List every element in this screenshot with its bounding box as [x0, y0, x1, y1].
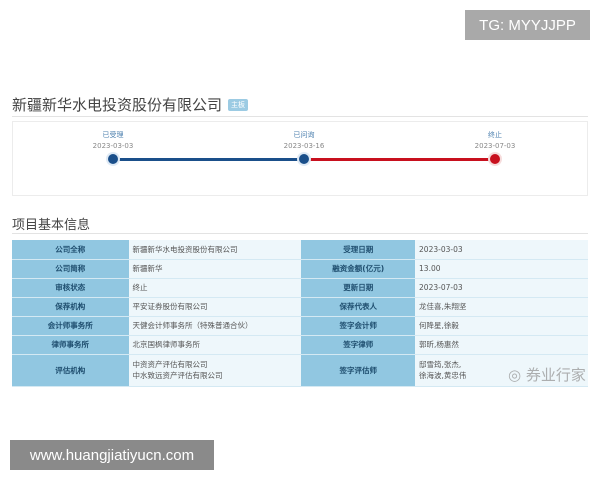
field-label: 保荐机构: [12, 297, 129, 317]
value-text: 13.00: [419, 264, 441, 273]
info-table: 公司全称 新疆新华水电投资股份有限公司 受理日期 2023-03-03 公司简称 新疆新华…: [12, 240, 588, 387]
label-text: 审核状态: [55, 283, 86, 292]
field-value: 邸雪筠,张杰, 徐海波,黄忠伟: [415, 354, 588, 387]
value-text: 何降星,徐毅: [419, 321, 459, 330]
value-text: 新疆新华水电投资股份有限公司: [132, 244, 238, 254]
field-label: 签字会计师: [301, 316, 416, 336]
table-row: 公司全称 新疆新华水电投资股份有限公司 受理日期 2023-03-03: [12, 240, 588, 260]
field-value: 中资资产评估有限公司中水致远资产评估有限公司: [128, 354, 302, 387]
timeline-segment-1: [113, 158, 304, 161]
status-timeline: 已受理 2023-03-03 已问询 2023-03-16 终止 2023-07-03: [12, 121, 588, 196]
label-text: 公司简称: [55, 264, 86, 273]
label-text: 签字律师: [343, 340, 374, 349]
field-label: 签字评估师: [301, 354, 416, 387]
field-label: 评估机构: [12, 354, 129, 387]
timeline-dot-1: [108, 154, 118, 164]
value-text: 终止: [132, 283, 148, 292]
value-text: 平安证券股份有限公司: [132, 302, 208, 311]
value-text: 新疆新华: [132, 264, 163, 273]
table-row: 会计师事务所 天健会计师事务所（特殊普通合伙） 签字会计师 何降星,徐毅: [12, 316, 588, 336]
value-text: 中水致远资产评估有限公司: [132, 371, 223, 380]
table-row: 律师事务所 北京国枫律师事务所 签字律师 郭昕,杨惠然: [12, 335, 588, 355]
field-value: 郭昕,杨惠然: [415, 335, 588, 355]
field-value: 新疆新华: [128, 259, 302, 279]
field-label: 融资金额(亿元): [301, 259, 416, 279]
value-text: 中资资产评估有限公司: [132, 360, 208, 369]
section-title: 项目基本信息: [12, 218, 91, 233]
timeline-step-2: 已问询 2023-03-16: [283, 131, 325, 150]
timeline-step-3: 终止 2023-07-03: [474, 131, 516, 150]
field-value: 2023-03-03: [415, 240, 588, 260]
timeline-dot-3: [490, 154, 500, 164]
label-text: 融资金额(亿元): [332, 264, 385, 273]
page-title: 新疆新华水电投资股份有限公司 主板: [12, 94, 249, 115]
field-value: 天健会计师事务所（特殊普通合伙）: [128, 316, 302, 336]
field-value: 新疆新华水电投资股份有限公司: [128, 240, 302, 260]
site-watermark: www.huangjiatiyucn.com: [10, 440, 214, 470]
board-badge: 主板: [228, 98, 249, 111]
field-value: 2023-07-03: [415, 278, 588, 298]
label-text: 律师事务所: [51, 340, 90, 349]
value-text: 徐海波,黄忠伟: [419, 371, 467, 380]
label-text: 更新日期: [343, 283, 374, 292]
value-text: 天健会计师事务所（特殊普通合伙）: [132, 321, 253, 330]
value-text: 郭昕,杨惠然: [419, 340, 459, 349]
label-text: 保荐机构: [55, 302, 86, 311]
value-text: 邸雪筠,张杰,: [419, 360, 462, 369]
field-value: 13.00: [415, 259, 588, 279]
divider: [12, 233, 588, 234]
tg-watermark: TG: MYYJJPP: [465, 10, 590, 40]
label-text: 签字会计师: [339, 321, 377, 330]
field-label: 审核状态: [12, 278, 129, 298]
label-text: 公司全称: [55, 244, 86, 254]
field-value: 终止: [128, 278, 302, 298]
timeline-segment-2: [304, 158, 495, 161]
label-text: 受理日期: [343, 244, 374, 254]
weibo-watermark: ◎ 券业行家: [508, 366, 586, 384]
field-label: 公司简称: [12, 259, 129, 279]
label-text: 保荐代表人: [339, 302, 377, 311]
field-label: 公司全称: [12, 240, 129, 260]
value-text: 2023-03-03: [419, 244, 463, 254]
field-value: 平安证券股份有限公司: [128, 297, 302, 317]
field-value: 龙佳喜,朱翔坚: [415, 297, 588, 317]
field-label: 更新日期: [301, 278, 416, 298]
table-row: 公司简称 新疆新华 融资金额(亿元) 13.00: [12, 259, 588, 279]
label-text: 签字评估师: [339, 365, 377, 375]
field-value: 何降星,徐毅: [415, 316, 588, 336]
label-text: 会计师事务所: [47, 321, 93, 330]
field-label: 律师事务所: [12, 335, 129, 355]
field-label: 会计师事务所: [12, 316, 129, 336]
company-name: 新疆新华水电投资股份有限公司: [12, 96, 223, 114]
field-label: 签字律师: [301, 335, 416, 355]
field-value: 北京国枫律师事务所: [128, 335, 302, 355]
field-label: 保荐代表人: [301, 297, 416, 317]
value-text: 2023-07-03: [419, 283, 463, 292]
timeline-step-1: 已受理 2023-03-03: [92, 131, 134, 150]
timeline-dot-2: [299, 154, 309, 164]
table-row: 保荐机构 平安证券股份有限公司 保荐代表人 龙佳喜,朱翔坚: [12, 297, 588, 317]
value-text: 北京国枫律师事务所: [132, 340, 201, 349]
table-row: 评估机构 中资资产评估有限公司中水致远资产评估有限公司 签字评估师 邸雪筠,张杰, 徐海…: [12, 354, 588, 387]
field-label: 受理日期: [301, 240, 416, 260]
label-text: 评估机构: [55, 365, 86, 375]
divider: [12, 116, 588, 117]
value-text: 龙佳喜,朱翔坚: [419, 302, 467, 311]
table-row: 审核状态 终止 更新日期 2023-07-03: [12, 278, 588, 298]
